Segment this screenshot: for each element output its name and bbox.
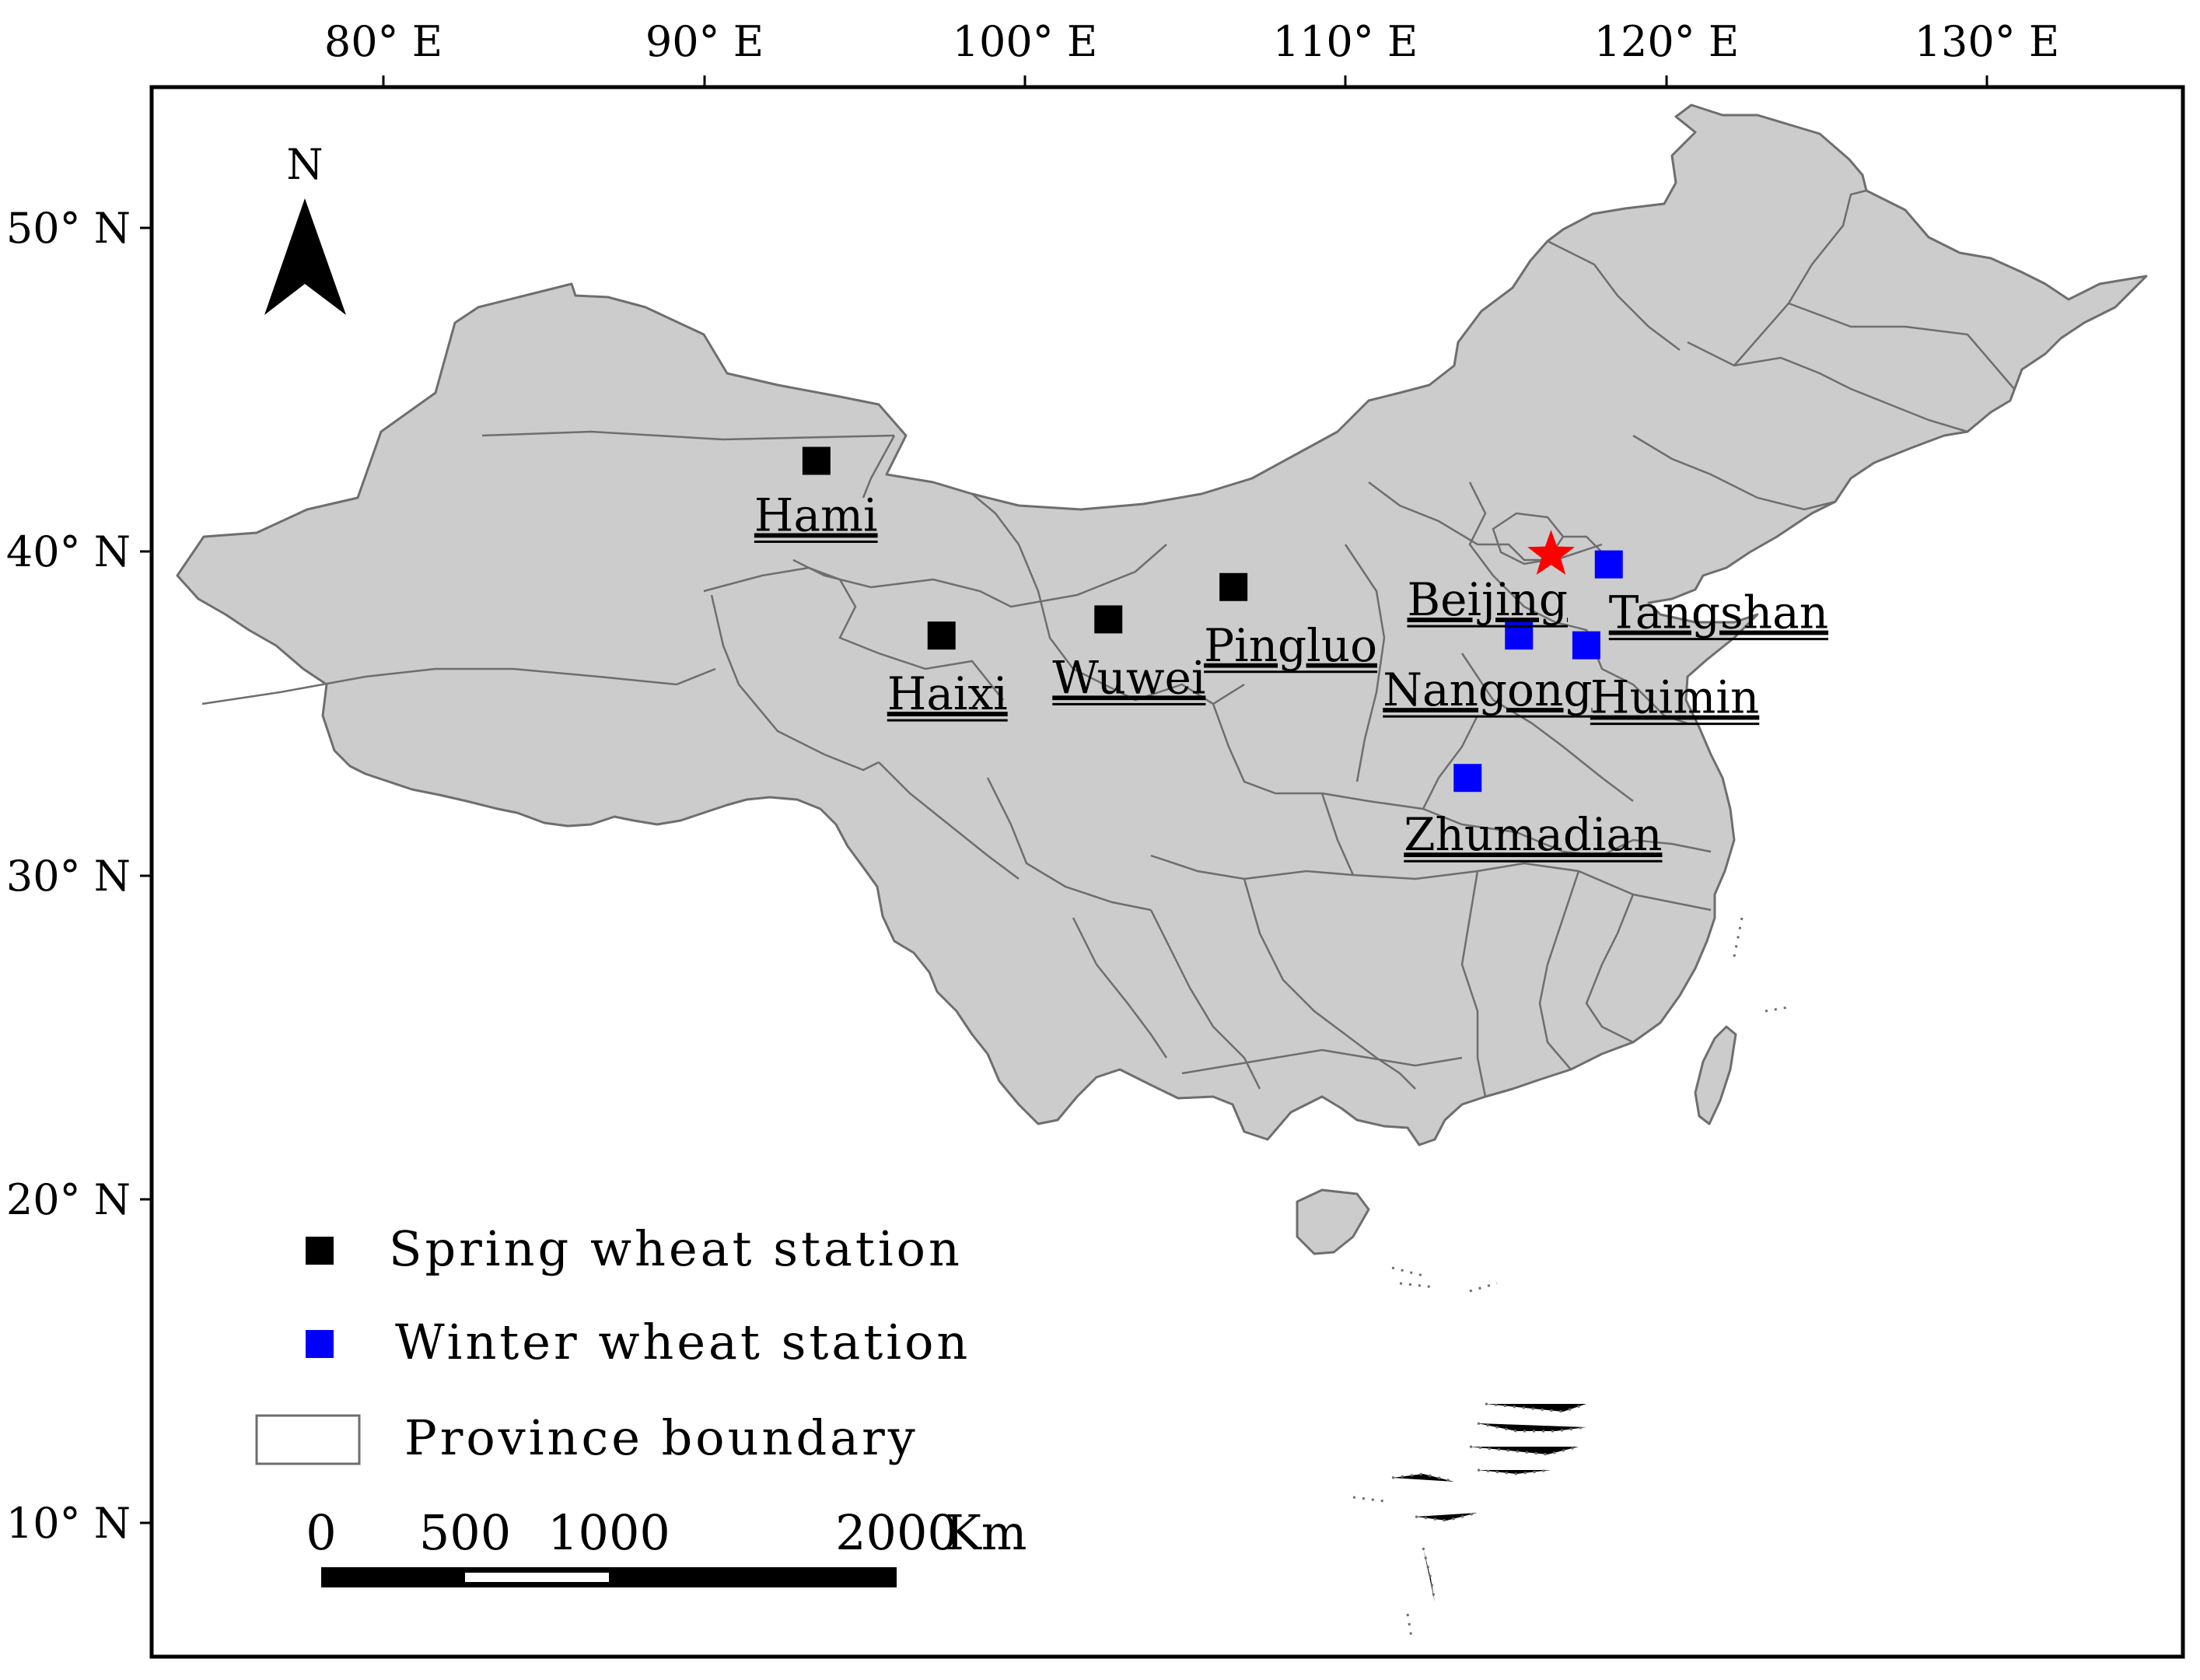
scale-label: 500 (419, 1504, 511, 1561)
station-label: Pingluo (1204, 619, 1377, 672)
lat-tick-label: 50° N (6, 204, 131, 253)
lon-tick-label: 100° E (953, 17, 1098, 66)
legend: Spring wheat station Winter wheat statio… (255, 1220, 971, 1466)
taiwan (1694, 1025, 1737, 1125)
lon-tick-label: 90° E (645, 17, 764, 66)
north-arrow-icon (264, 198, 346, 315)
station-label: Beijing (1408, 573, 1569, 626)
mainland-china (176, 103, 2148, 1146)
latitude-axis: 50° N 40° N 30° N 20° N 10° N (6, 204, 152, 1548)
winter-wheat-station-marker (1453, 764, 1482, 793)
scale-label: 0 (306, 1504, 336, 1561)
spring-wheat-station-marker (927, 621, 956, 650)
scale-unit: Km (945, 1504, 1027, 1561)
province-boundaries (201, 189, 2015, 1097)
station-label: Tangshan (1609, 586, 1828, 639)
lat-tick-label: 20° N (6, 1175, 131, 1224)
legend-spring-swatch (306, 1237, 334, 1265)
land (176, 103, 2148, 1255)
capital-star-icon (1527, 530, 1575, 575)
winter-wheat-station-marker (1572, 631, 1600, 660)
lat-tick-label: 30° N (6, 852, 131, 901)
legend-winter-label: Winter wheat station (395, 1314, 971, 1370)
legend-province-swatch (255, 1414, 361, 1465)
lon-tick-label: 120° E (1594, 17, 1740, 66)
longitude-axis: 80° E 90° E 100° E 110° E 120° E 130° E (324, 17, 2059, 87)
scale-label: 1000 (547, 1504, 670, 1561)
hainan (1296, 1188, 1370, 1255)
lat-tick-label: 40° N (6, 527, 131, 576)
station-label: Wuwei (1052, 651, 1205, 704)
station-label: Zhumadian (1404, 808, 1662, 861)
station-label: Huimin (1590, 671, 1759, 724)
south-sea-islands (1352, 917, 1789, 1638)
lon-tick-label: 80° E (324, 17, 442, 66)
lat-tick-label: 10° N (6, 1499, 131, 1548)
north-label: N (286, 140, 323, 189)
spring-wheat-station-marker (1094, 605, 1123, 634)
station-label: Haixi (887, 667, 1008, 720)
legend-winter-swatch (306, 1330, 334, 1358)
lon-tick-label: 130° E (1915, 17, 2060, 66)
legend-province-label: Province boundary (404, 1409, 918, 1466)
north-arrow: N (264, 140, 346, 315)
spring-wheat-station-marker (1219, 572, 1248, 601)
legend-spring-label: Spring wheat station (389, 1220, 963, 1277)
scale-bar-segment (465, 1573, 609, 1582)
scale-bar: 0 500 1000 2000 Km (306, 1504, 1027, 1587)
station-label: Hami (754, 489, 878, 542)
scale-label: 2000 (835, 1504, 958, 1561)
winter-wheat-station-marker (1594, 550, 1623, 579)
spring-wheat-station-marker (802, 446, 831, 475)
lon-tick-label: 110° E (1273, 17, 1418, 66)
station-label: Nangong (1383, 663, 1592, 716)
